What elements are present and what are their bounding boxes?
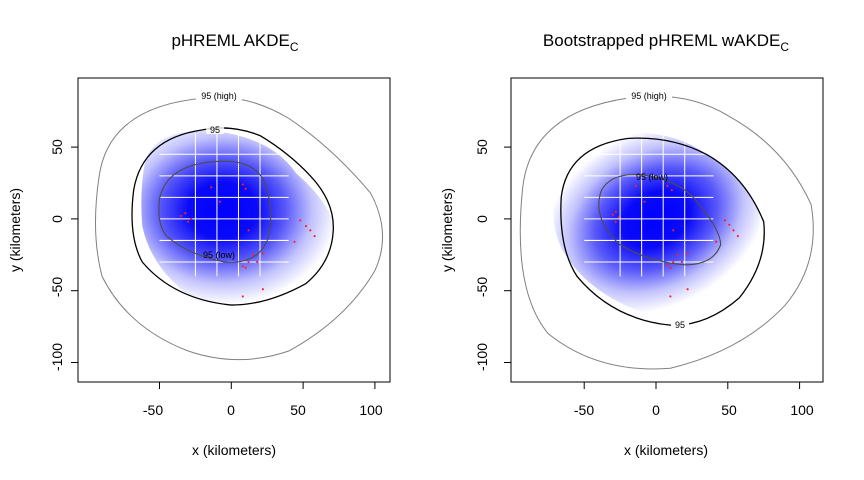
location-point <box>293 240 296 243</box>
panel-2-plot-area: 95 (high) 95 (low) 95 <box>519 90 814 370</box>
location-point <box>715 240 718 243</box>
location-point <box>187 220 190 223</box>
location-point <box>666 184 669 187</box>
panel-2: Bootstrapped pHREML wAKDEC 95 (high) <box>439 31 824 458</box>
panel-2-ytick: -50 <box>474 277 490 297</box>
panel-1-xtick: -50 <box>143 402 163 418</box>
location-point <box>634 184 637 187</box>
location-point <box>686 288 689 291</box>
panel-1-ylabel: y (kilometers) <box>7 188 23 272</box>
panel-2-grid <box>584 132 714 277</box>
location-point <box>261 288 264 291</box>
location-point <box>179 214 183 218</box>
location-point <box>241 265 244 268</box>
panel-2-xtick: 0 <box>652 402 660 418</box>
panel-1-ytick: -50 <box>49 277 65 297</box>
location-point <box>244 187 247 190</box>
panel-1-contour-low <box>158 160 272 263</box>
panel-1-xlabel: x (kilometers) <box>192 442 276 458</box>
location-point <box>261 252 264 255</box>
location-point <box>299 219 302 222</box>
location-point <box>313 235 316 238</box>
panel-2-points <box>611 184 739 298</box>
location-point <box>251 253 254 256</box>
panel-2-density-fill <box>552 132 760 315</box>
location-point <box>672 229 675 232</box>
location-point <box>676 253 679 256</box>
panel-1-contour-labels: 95 (high) 95 95 (low) <box>196 90 242 260</box>
location-point <box>686 252 689 255</box>
panel-1: pHREML AKDEC 95 (high) <box>7 31 391 458</box>
location-point <box>304 225 308 228</box>
location-point <box>256 260 259 264</box>
panel-2-ytick: -100 <box>474 343 490 371</box>
location-point <box>672 260 675 264</box>
panel-1-x-axis <box>159 382 376 389</box>
panel-1-density-layer <box>95 96 383 361</box>
panel-2-ytick: 0 <box>474 215 490 223</box>
panel-2-frame <box>510 77 824 383</box>
location-point <box>669 295 672 298</box>
panel-2-contour-label-high: 95 (high) <box>631 91 667 101</box>
panel-2-ytick: 50 <box>474 139 490 155</box>
panel-2-x-axis <box>583 382 801 389</box>
location-point <box>218 200 221 203</box>
panel-2-ylabel: y (kilometers) <box>439 188 455 272</box>
panel-1-contour-label-high: 95 (high) <box>201 91 237 101</box>
panel-2-xtick: 50 <box>721 402 737 418</box>
location-point <box>184 212 187 215</box>
location-point <box>680 260 683 264</box>
location-point <box>617 216 620 219</box>
location-point <box>732 229 735 232</box>
location-point <box>241 183 244 186</box>
location-point <box>736 235 739 238</box>
location-point <box>670 189 673 192</box>
panel-2-xtick: 100 <box>790 402 814 418</box>
panel-1-y-axis <box>71 146 78 363</box>
panel-1-xtick: 0 <box>227 402 235 418</box>
location-point <box>247 260 250 264</box>
panel-1-points <box>179 183 316 298</box>
panel-2-title: Bootstrapped pHREML wAKDEC <box>543 31 789 54</box>
panel-1-plot-area: 95 (high) 95 95 (low) <box>95 90 383 361</box>
location-point <box>210 186 213 189</box>
panel-1-ytick: 50 <box>49 139 65 155</box>
location-point <box>309 229 312 232</box>
location-point <box>614 210 617 213</box>
panel-1-title: pHREML AKDEC <box>171 31 298 54</box>
location-point <box>723 219 727 222</box>
location-point <box>244 266 247 269</box>
panel-2-contour-labels: 95 (high) 95 (low) 95 <box>626 90 689 330</box>
location-point <box>190 217 193 220</box>
panel-2-density-layer <box>519 95 814 370</box>
location-point <box>611 213 614 216</box>
panel-2-contour-label-low: 95 (low) <box>636 172 668 182</box>
panel-1-frame <box>77 77 391 383</box>
panel-2-xlabel: x (kilometers) <box>624 442 708 458</box>
location-point <box>614 220 617 223</box>
panel-1-contour-label-95: 95 <box>210 125 220 135</box>
location-point <box>643 200 646 203</box>
panel-2-contour-low <box>598 173 722 266</box>
location-point <box>666 263 669 266</box>
location-point <box>728 223 731 226</box>
location-point <box>669 266 672 269</box>
panel-2-contour-label-95: 95 <box>675 320 685 330</box>
panel-2-contour-95 <box>560 137 765 326</box>
panel-1-xtick: 100 <box>359 402 383 418</box>
panel-2-y-axis <box>504 146 511 363</box>
panel-2-xtick: -50 <box>574 402 594 418</box>
location-point <box>247 229 250 232</box>
panel-1-ytick: -100 <box>49 343 65 371</box>
panel-1-ytick: 0 <box>49 215 65 223</box>
location-point <box>241 295 244 298</box>
panel-1-xtick: 50 <box>290 402 306 418</box>
panel-1-contour-label-low: 95 (low) <box>203 250 235 260</box>
